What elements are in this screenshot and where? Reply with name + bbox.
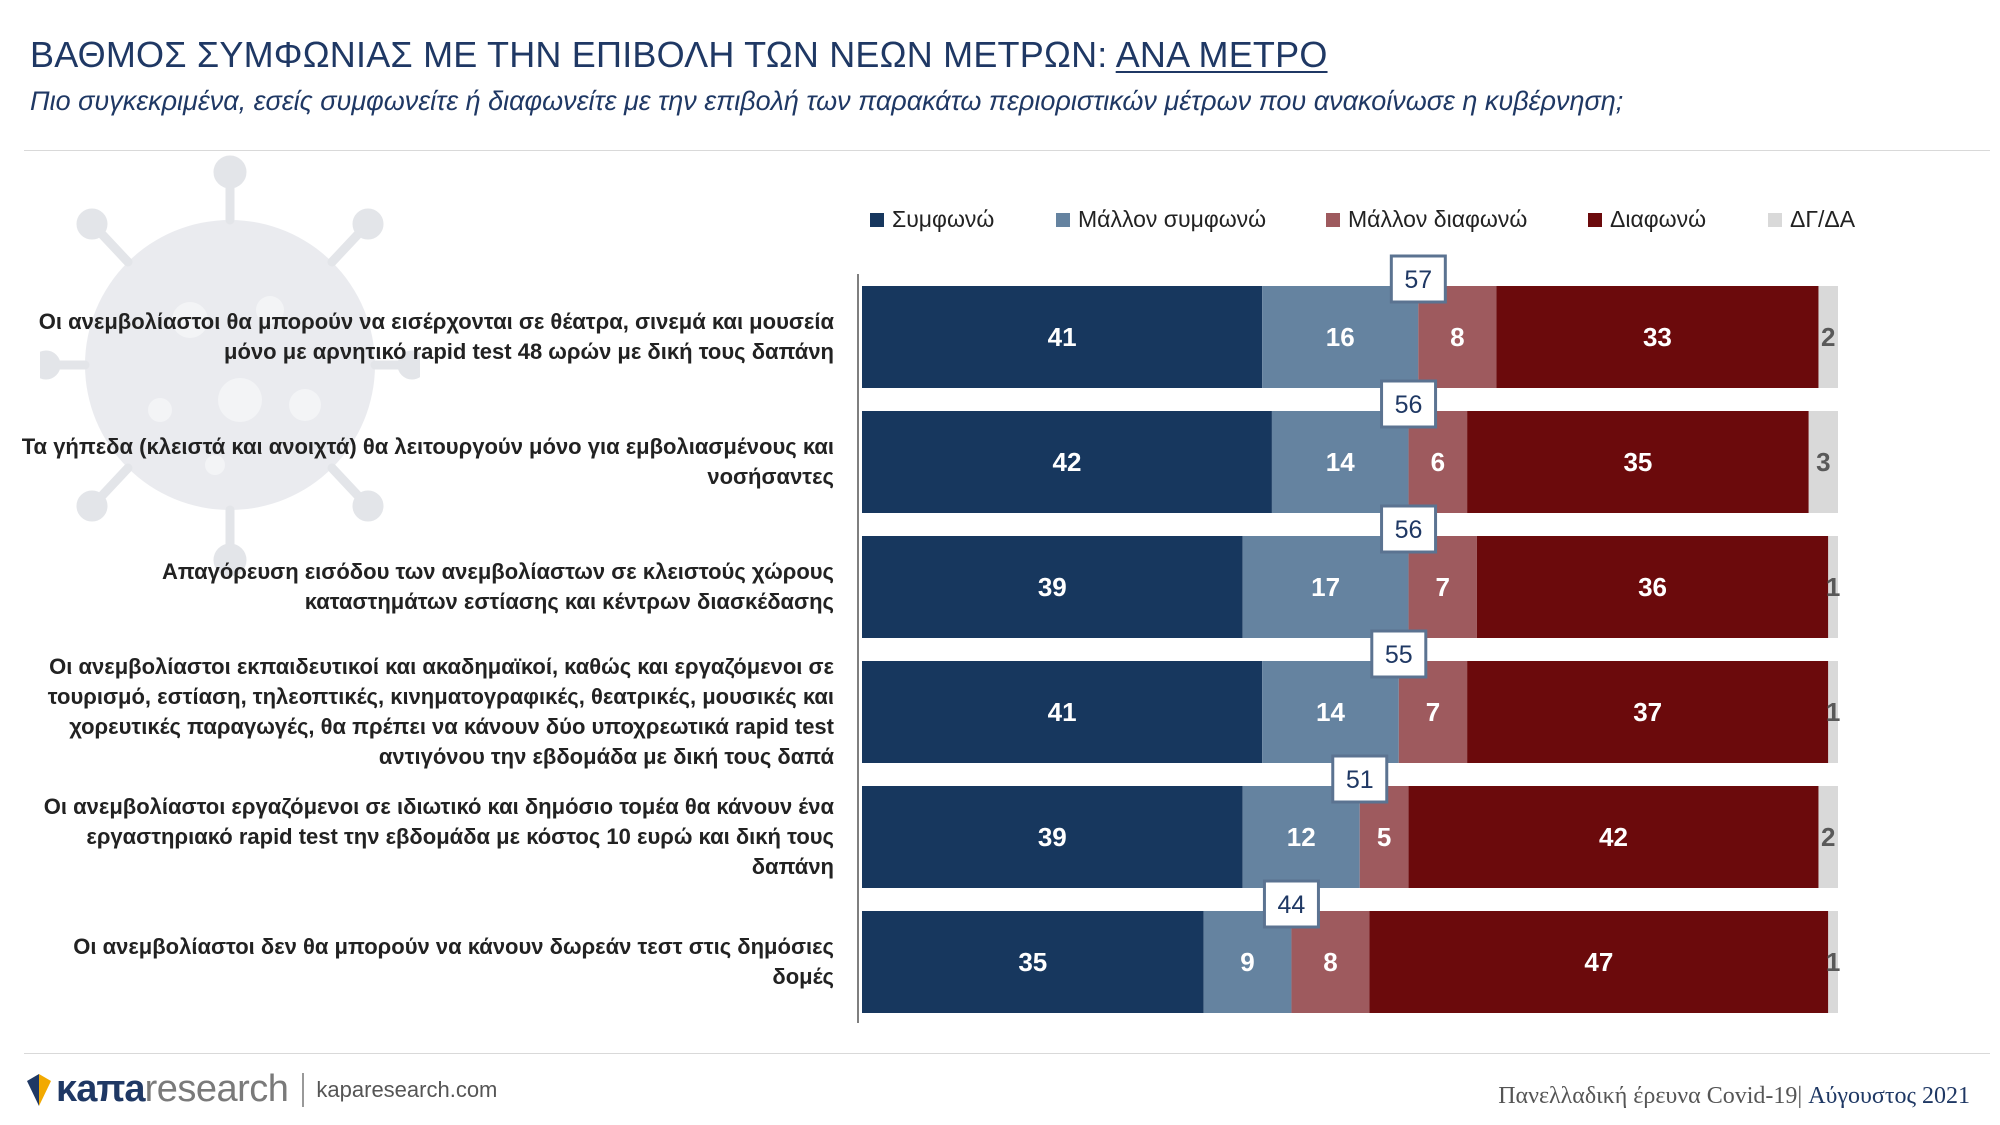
data-label: 35 (1018, 947, 1047, 977)
row-label: Οι ανεμβολίαστοι εργαζόμενοι σε ιδιωτικό… (43, 794, 834, 879)
legend-label-agree: Συμφωνώ (892, 206, 995, 232)
legend-label-dont-know: ΔΓ/ΔΑ (1790, 206, 1856, 232)
bar-segment (862, 536, 1243, 638)
data-label: 35 (1623, 447, 1652, 477)
bar-segment (1818, 786, 1838, 888)
legend-label-rather-disagree: Μάλλον διαφωνώ (1348, 206, 1528, 232)
logo-separator (302, 1072, 305, 1107)
bar-segment (1467, 661, 1829, 763)
row-label: Οι ανεμβολίαστοι δεν θα μπορούν να κάνου… (73, 934, 834, 989)
data-label: 42 (1052, 447, 1081, 477)
title-main: ΒΑΘΜΟΣ ΣΥΜΦΩΝΙΑΣ ΜΕ ΤΗΝ ΕΠΙΒΟΛΗ ΤΩΝ ΝΕΩΝ… (30, 34, 1116, 75)
data-label: 42 (1599, 822, 1628, 852)
chart-legend: Συμφωνώ Μάλλον συμφωνώ Μάλλον διαφωνώ Δι… (870, 206, 1970, 236)
bar-segment (1496, 286, 1819, 388)
bar-segment (862, 661, 1263, 763)
total-callout-box (1389, 254, 1447, 304)
bar-segment (1828, 536, 1838, 638)
data-label: 1 (1826, 697, 1840, 727)
bar-segment (1818, 286, 1838, 388)
row-label: Τα γήπεδα (κλειστά και ανοιχτά) θα λειτο… (21, 434, 834, 489)
footer-separator: | (1797, 1083, 1803, 1109)
total-callout-label: 56 (1395, 391, 1423, 419)
total-callout-label: 51 (1346, 766, 1374, 794)
data-label: 2 (1821, 822, 1835, 852)
legend-item-dont-know: ΔΓ/ΔΑ (1768, 206, 1855, 233)
data-label: 5 (1377, 822, 1391, 852)
legend-label-rather-agree: Μάλλον συμφωνώ (1078, 206, 1267, 232)
bar-segment (862, 286, 1263, 388)
footer-survey: Πανελλαδική έρευνα Covid-19 (1498, 1083, 1798, 1109)
data-label: 16 (1326, 322, 1355, 352)
data-label: 7 (1435, 572, 1449, 602)
logo-word-kapa: κaπa (56, 1068, 146, 1110)
total-callout-label: 57 (1404, 266, 1432, 294)
total-callout-label: 56 (1395, 516, 1423, 544)
data-label: 36 (1638, 572, 1667, 602)
total-callout-box (1380, 379, 1438, 429)
bar-segment (1467, 411, 1809, 513)
bar-segment (862, 911, 1204, 1013)
data-label: 41 (1048, 697, 1077, 727)
footer-date: Αύγουστος 2021 (1808, 1083, 1970, 1109)
data-label: 37 (1633, 697, 1662, 727)
bar-segment (1369, 911, 1829, 1013)
total-callout-box (1370, 629, 1428, 679)
legend-item-disagree: Διαφωνώ (1588, 206, 1706, 233)
legend-item-rather-agree: Μάλλον συμφωνώ (1056, 206, 1266, 233)
legend-label-disagree: Διαφωνώ (1610, 206, 1707, 232)
footer-survey-date: Πανελλαδική έρευνα Covid-19| Αύγουστος 2… (1498, 1083, 1970, 1110)
logo-word-research: research (144, 1068, 289, 1110)
data-label: 14 (1326, 447, 1355, 477)
data-label: 33 (1643, 322, 1672, 352)
footer-divider (24, 1053, 1990, 1054)
bar-segment (1476, 536, 1829, 638)
total-callout-label: 55 (1385, 641, 1413, 669)
data-label: 17 (1311, 572, 1340, 602)
legend-item-agree: Συμφωνώ (870, 206, 994, 233)
legend-swatch-rather-agree (1056, 212, 1070, 227)
footer-url: kaparesearch.com (316, 1076, 498, 1102)
data-label: 8 (1450, 322, 1464, 352)
data-label: 41 (1048, 322, 1077, 352)
data-label: 2 (1821, 322, 1835, 352)
legend-swatch-disagree (1588, 212, 1602, 227)
bar-segment (862, 411, 1272, 513)
data-label: 7 (1426, 697, 1440, 727)
data-label: 39 (1038, 822, 1067, 852)
bar-segment (1808, 411, 1838, 513)
data-label: 9 (1240, 947, 1254, 977)
data-label: 39 (1038, 572, 1067, 602)
data-label: 1 (1826, 947, 1840, 977)
data-label: 8 (1323, 947, 1337, 977)
legend-swatch-agree (870, 212, 884, 227)
bar-segment (862, 786, 1243, 888)
logo-mark-icon (27, 1073, 51, 1106)
data-label: 12 (1287, 822, 1316, 852)
row-label: Οι ανεμβολίαστοι θα μπορούν να εισέρχοντ… (38, 309, 834, 364)
data-label: 3 (1816, 447, 1830, 477)
title-underlined: ΑΝΑ ΜΕΤΡΟ (1115, 34, 1328, 75)
bar-segment (1408, 786, 1819, 888)
page-subtitle: Πιο συγκεκριμένα, εσείς συμφωνείτε ή δια… (30, 86, 1624, 116)
total-callout-label: 44 (1278, 891, 1306, 919)
page-title: ΒΑΘΜΟΣ ΣΥΜΦΩΝΙΑΣ ΜΕ ΤΗΝ ΕΠΙΒΟΛΗ ΤΩΝ ΝΕΩΝ… (30, 34, 1328, 76)
kapa-research-logo: κaπa research kaparesearch.com (26, 1068, 497, 1111)
legend-item-rather-disagree: Μάλλον διαφωνώ (1326, 206, 1527, 233)
data-label: 14 (1316, 697, 1345, 727)
bar-segment (1828, 661, 1838, 763)
total-callout-box (1331, 754, 1389, 804)
coronavirus-watermark-icon (40, 155, 420, 577)
data-label: 47 (1584, 947, 1613, 977)
total-callout-box (1380, 504, 1438, 554)
row-label: Απαγόρευση εισόδου των ανεμβολίαστων σε … (161, 559, 834, 614)
header-divider (24, 150, 1990, 151)
legend-swatch-dont-know (1768, 212, 1782, 227)
bar-segment (1828, 911, 1838, 1013)
data-label: 1 (1826, 572, 1840, 602)
legend-swatch-rather-disagree (1326, 212, 1340, 227)
total-callout-box (1262, 879, 1320, 929)
data-label: 6 (1431, 447, 1445, 477)
